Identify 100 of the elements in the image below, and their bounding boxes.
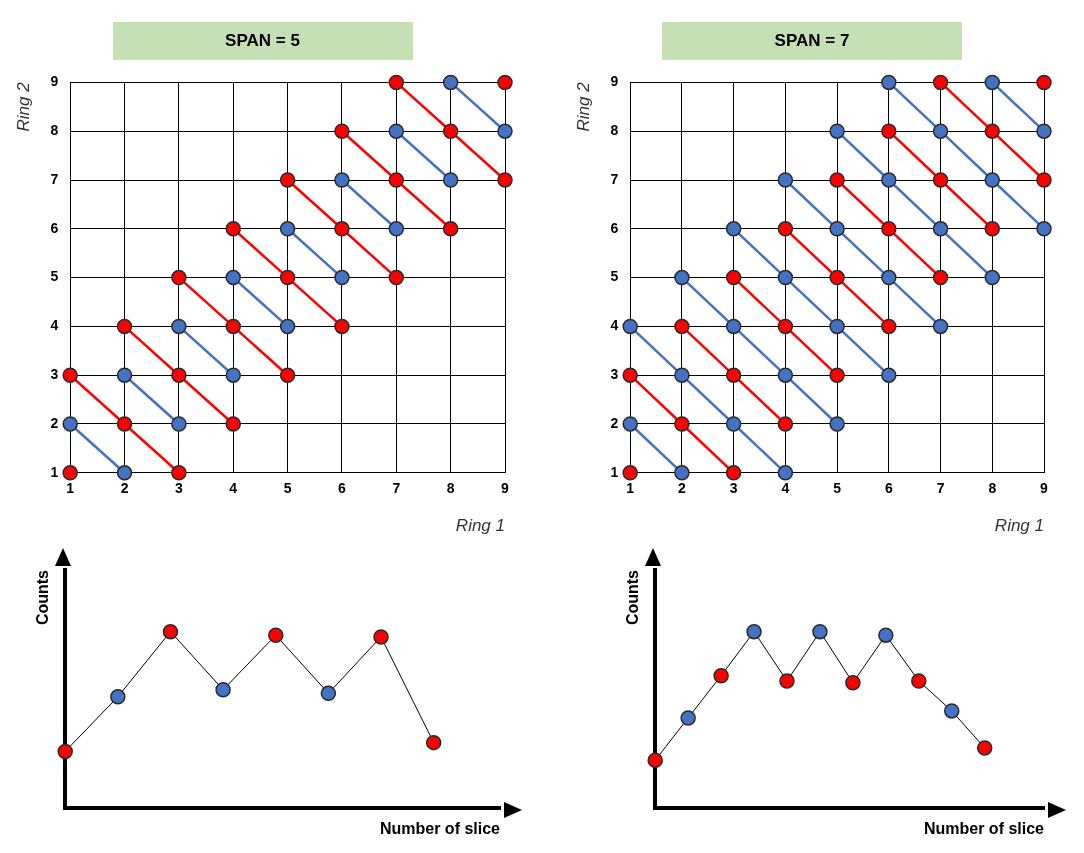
point [162,623,179,640]
point [777,416,794,432]
x-tick-label: 9 [501,480,510,497]
point [829,269,845,286]
y-tick-label: 7 [610,170,619,187]
point [812,623,828,640]
point [215,682,231,698]
point [881,318,897,335]
y-tick-label: 9 [50,73,59,90]
y-axis-title: Counts [34,569,52,626]
point [279,367,296,383]
point [881,74,897,91]
point [57,743,73,760]
point [829,221,845,237]
y-tick-label: 3 [610,366,619,383]
point [984,172,1001,188]
x-tick-label: 6 [884,480,893,497]
point [622,318,638,335]
x-tick-label: 5 [283,480,292,497]
point [279,172,296,188]
point [674,416,690,432]
x-tick-label: 1 [66,480,75,497]
point [881,367,897,383]
point [225,318,241,335]
point [442,74,459,91]
y-tick-label: 1 [50,463,59,480]
x-axis-title: Ring 1 [455,515,505,535]
point [932,318,949,335]
point [110,689,126,705]
point [334,318,350,335]
y-tick-label: 5 [50,268,59,285]
point [171,465,187,481]
point [647,752,663,768]
x-tick-label: 7 [936,480,945,497]
chart-title: SPAN = 7 [662,22,962,60]
point [225,416,241,432]
x-tick-label: 4 [229,480,238,497]
point [497,123,513,139]
point [320,685,337,702]
point [881,269,897,286]
point [829,367,845,383]
point [932,123,949,139]
x-tick-label: 2 [120,480,129,497]
point [225,367,241,383]
point [881,172,897,188]
point [932,74,949,91]
point [171,318,187,335]
x-tick-label: 1 [626,480,635,497]
x-tick-label: 9 [1040,480,1049,497]
point [779,673,795,689]
point [674,367,690,383]
y-tick-label: 6 [610,219,619,236]
point [334,269,350,286]
point [881,221,897,237]
point [984,74,1001,91]
point [116,416,133,432]
point [984,123,1001,139]
point [388,269,405,286]
point [334,123,350,139]
point [116,465,133,481]
point [943,703,960,719]
point [777,318,794,335]
y-tick-label: 4 [50,317,59,334]
point [442,221,459,237]
point [171,367,187,383]
y-axis-title: Ring 2 [13,81,33,132]
point [777,221,794,237]
point [442,123,459,139]
point [373,629,389,645]
point [497,172,513,188]
point [725,221,742,237]
point [334,172,350,188]
point [388,123,405,139]
x-tick-label: 8 [988,480,997,497]
point [62,367,78,383]
point [777,465,794,481]
x-axis-title: Number of slice [379,819,501,837]
point [171,269,187,286]
point [497,74,513,91]
point [1036,74,1052,91]
point [425,734,442,751]
point [225,269,241,286]
point [622,465,638,481]
y-tick-label: 8 [610,122,619,139]
y-tick-label: 1 [610,463,619,480]
x-tick-label: 3 [174,480,183,497]
point [442,172,459,188]
point [746,623,762,640]
point [829,416,845,432]
point [932,269,949,286]
y-tick-label: 8 [50,122,59,139]
point [725,416,742,432]
point [674,269,690,286]
point [878,627,894,643]
point [171,416,187,432]
point [829,318,845,335]
point [674,465,690,481]
y-axis-title: Counts [624,569,642,626]
point [388,221,405,237]
point [1036,221,1052,237]
